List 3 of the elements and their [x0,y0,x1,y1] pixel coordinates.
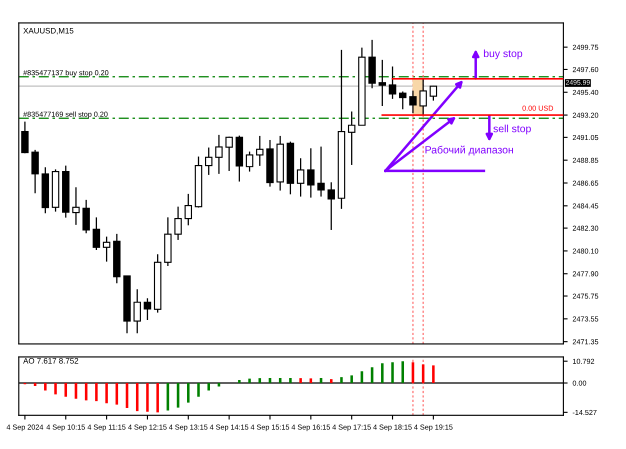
annotation: Рабочий диапазон [425,146,514,156]
annotation: buy stop [484,50,522,60]
annotation: sell stop [493,124,531,134]
